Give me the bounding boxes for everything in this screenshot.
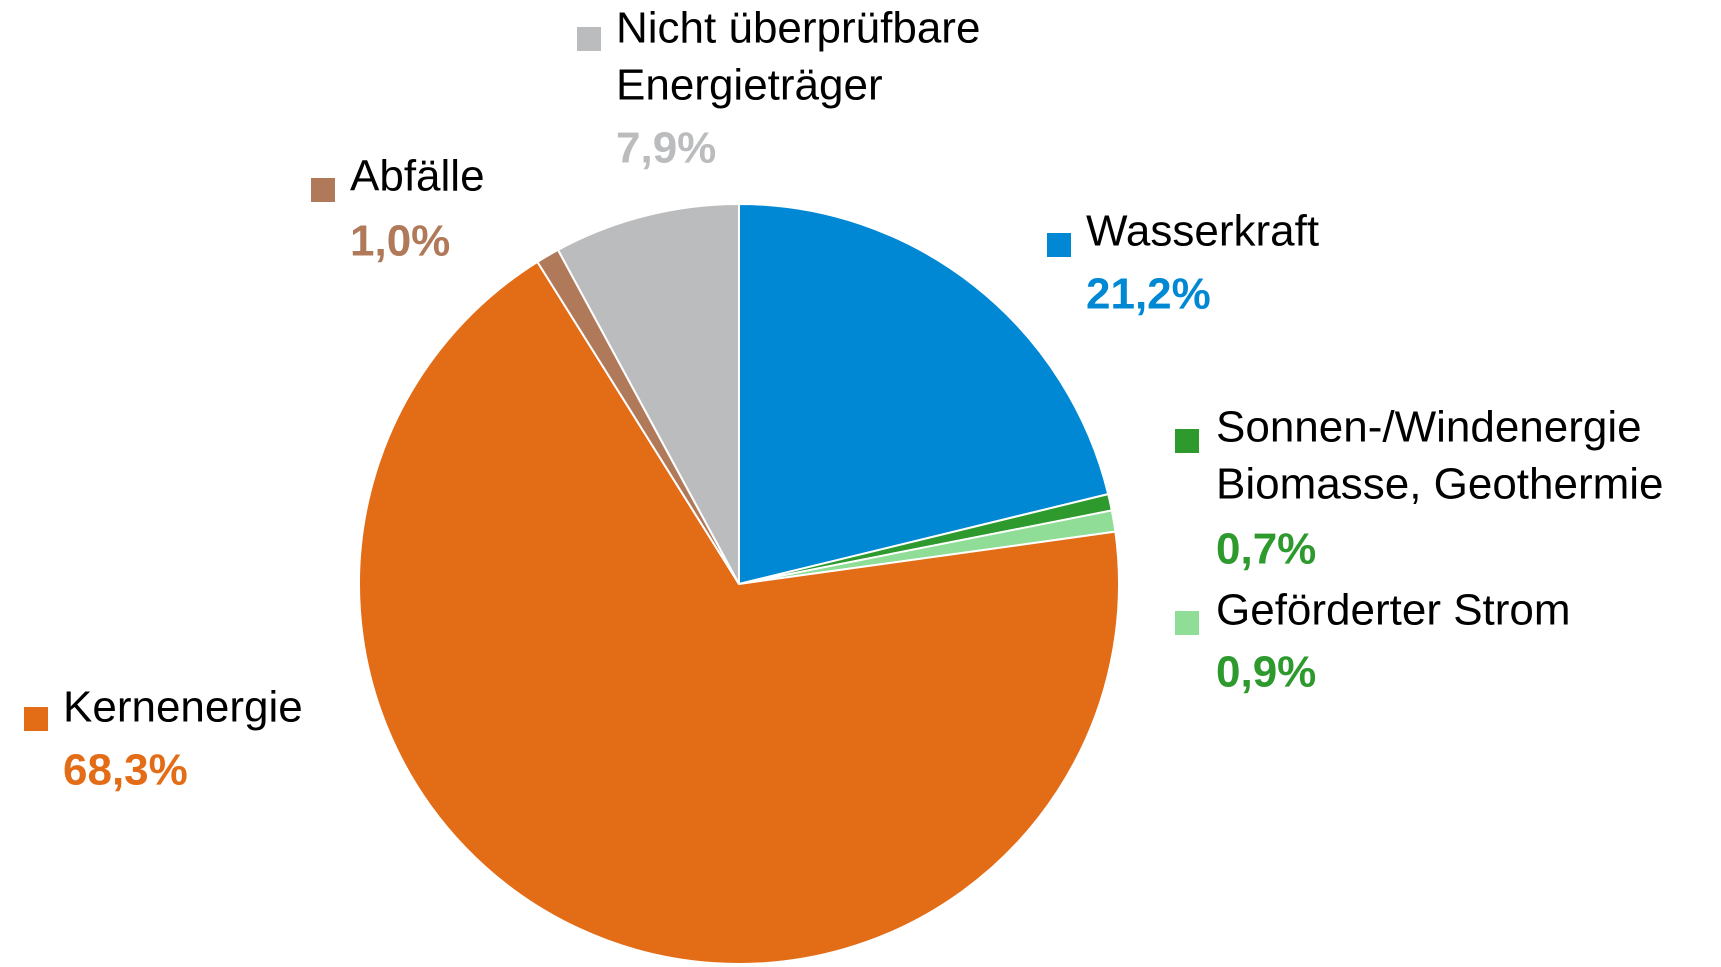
legend-label: Kernenergie (63, 683, 303, 732)
legend-label: Nicht überprüfbare (616, 4, 980, 53)
pie-slice (738, 202, 1110, 586)
legend-swatch (1175, 429, 1199, 453)
value-label: 7,9% (616, 124, 716, 173)
pie-slice (358, 260, 1120, 965)
legend-swatch (24, 707, 48, 731)
legend-label: Abfälle (350, 152, 485, 201)
legend-swatch (1175, 611, 1199, 635)
legend-label: Wasserkraft (1086, 207, 1319, 256)
legend-label: Biomasse, Geothermie (1216, 460, 1664, 509)
legend-swatch (1047, 233, 1071, 257)
value-label: 0,7% (1216, 525, 1316, 574)
legend-label: Sonnen-/Windenergie (1216, 403, 1642, 452)
legend-label: Geförderter Strom (1216, 586, 1571, 635)
value-label: 1,0% (350, 217, 450, 266)
legend-swatch (577, 27, 601, 51)
legend-swatch (311, 178, 335, 202)
value-label: 68,3% (63, 746, 188, 795)
pie-slice (556, 202, 740, 585)
legend-label: Energieträger (616, 61, 883, 110)
value-label: 0,9% (1216, 648, 1316, 697)
value-label: 21,2% (1086, 270, 1211, 319)
